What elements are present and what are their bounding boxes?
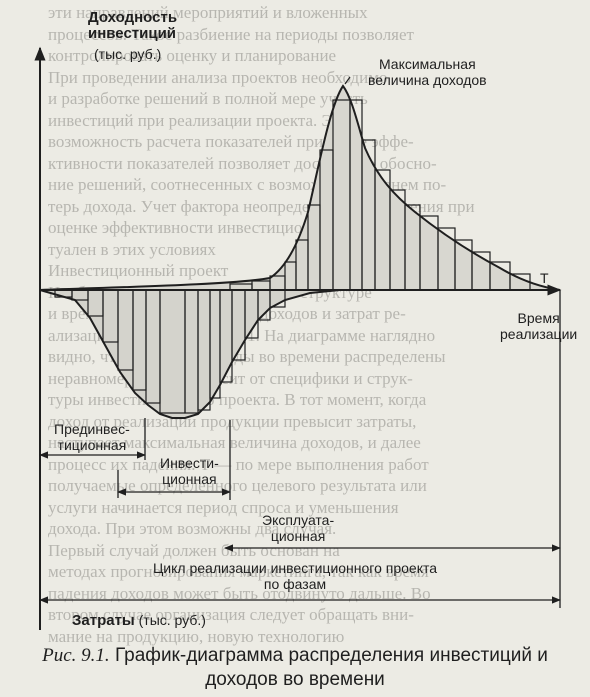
figure-caption: Рис. 9.1. График-диаграмма распределения… — [0, 644, 590, 692]
background-text-line: процесс их падения. Т — по мере выполнен… — [48, 454, 429, 474]
phase-operation: Эксплуата- ционная — [262, 512, 335, 544]
caption-text: График-диаграмма распределения инвестици… — [114, 645, 548, 666]
caption-text-line2: доходов во времени — [205, 669, 385, 690]
background-text-line: инвестиций при реализации проекта. Эти — [48, 110, 350, 130]
caption-prefix: Рис. 9.1. — [42, 645, 110, 666]
t-axis-letter: Т — [540, 270, 549, 286]
background-text-line: услуги начинается период спроса и уменьш… — [48, 497, 399, 517]
y-axis-title: Доходность инвестиций — [88, 9, 178, 42]
income-area — [39, 84, 561, 291]
background-text-line: Инвестиционный проект — [48, 261, 229, 280]
background-text-line: эти направлений мероприятий и вложенных — [48, 3, 368, 22]
background-text-line: наступает максимальная величина доходов,… — [48, 433, 421, 452]
background-text-line: туален в этих условиях — [48, 239, 216, 259]
background-text-line: При проведении анализа проектов необходи… — [48, 67, 388, 87]
cycle-label: Цикл реализации инвестиционного проекта … — [152, 560, 438, 592]
y-axis-unit: (тыс. руб.) — [94, 46, 162, 62]
phase-investment: Инвести- ционная — [160, 455, 219, 487]
background-text-line: и разработке решений в полной мере учест… — [48, 89, 368, 108]
background-text-line: методах прогнозирования маркетинга, так … — [48, 562, 429, 581]
phase-dimensions — [39, 290, 561, 608]
background-text-line: процессов. Такое разбиение на периоды по… — [48, 24, 414, 44]
time-label: Время реализации — [500, 310, 578, 342]
peak-pointer — [344, 76, 351, 85]
costs-label: Затраты (тыс. руб.) — [72, 612, 206, 629]
background-text-line: втором случае организация следует обраща… — [48, 605, 414, 624]
background-text-line: мание на продукцию, новую технологию — [48, 626, 345, 646]
background-text-line: контролировать оценку и планирование — [48, 46, 337, 65]
background-text-line: доход от реализации продукции превысит з… — [48, 411, 417, 431]
phase-preinvestment: Прединвес- тиционная — [54, 421, 130, 453]
background-text-line: дохода. При этом возможны два случая. — [48, 519, 337, 538]
cost-area — [39, 289, 341, 419]
peak-annotation: Максимальная величина доходов — [368, 56, 487, 88]
